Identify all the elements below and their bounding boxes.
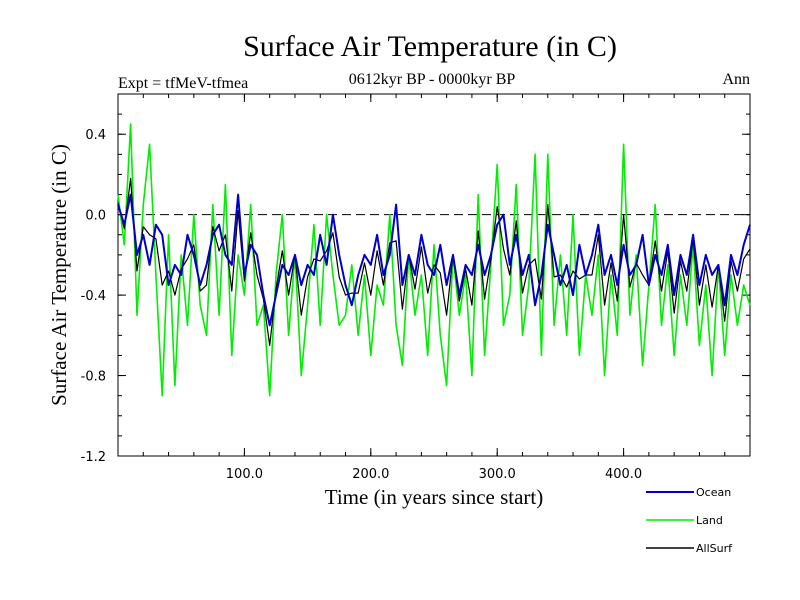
legend-label-ocean: Ocean [696, 486, 731, 499]
y-axis-label: Surface Air Temperature (in C) [47, 144, 71, 406]
y-tick-label: -0.8 [81, 370, 106, 385]
x-tick-label: 100.0 [226, 467, 263, 482]
legend-label-allsurf: AllSurf [696, 542, 733, 555]
season-label: Ann [722, 71, 750, 88]
experiment-label: Expt = tfMeV-tfmea [118, 75, 248, 92]
y-tick-label: 0.4 [85, 128, 106, 143]
y-tick-label: -1.2 [81, 450, 106, 465]
x-tick-label: 300.0 [479, 467, 516, 482]
y-tick-label: 0.0 [85, 209, 106, 224]
chart-title: Surface Air Temperature (in C) [243, 30, 617, 63]
series-group [117, 123, 751, 397]
series-line-allsurf [117, 177, 751, 346]
legend-label-land: Land [696, 514, 723, 527]
series-line-land [117, 123, 751, 397]
legend: Ocean Land AllSurf [646, 486, 733, 555]
axis-ticks: 0.4 0.0 -0.4 -0.8 -1.2 100.0 200.0 300.0 400.0 [81, 93, 750, 482]
y-tick-label: -0.4 [81, 289, 106, 304]
period-label: 0612kyr BP - 0000kyr BP [349, 71, 516, 88]
x-tick-label: 200.0 [352, 467, 389, 482]
series-line-ocean [117, 193, 751, 327]
x-tick-label: 400.0 [605, 467, 642, 482]
x-axis-label: Time (in years since start) [325, 485, 544, 509]
